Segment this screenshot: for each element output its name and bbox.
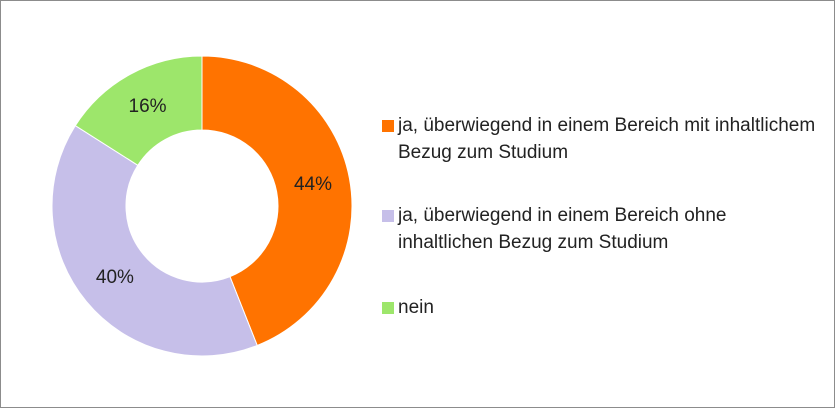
data-label: 16% xyxy=(129,96,167,117)
donut-slice xyxy=(74,55,203,166)
legend-label: ja, überwiegend in einem Bereich ohne in… xyxy=(398,205,727,253)
donut-slice xyxy=(51,124,258,357)
legend-entry: ja, überwiegend in einem Bereich ohne in… xyxy=(382,202,822,256)
data-label: 44% xyxy=(294,174,332,195)
legend-swatch xyxy=(382,120,394,132)
legend-entry: nein xyxy=(382,294,822,321)
legend-swatch xyxy=(382,302,394,314)
donut-slice xyxy=(201,55,353,347)
data-label: 40% xyxy=(96,267,134,288)
legend-label: ja, überwiegend in einem Bereich mit inh… xyxy=(398,115,816,163)
legend-entry: ja, überwiegend in einem Bereich mit inh… xyxy=(382,112,822,166)
legend-swatch xyxy=(382,210,394,222)
legend-label: nein xyxy=(398,297,434,318)
